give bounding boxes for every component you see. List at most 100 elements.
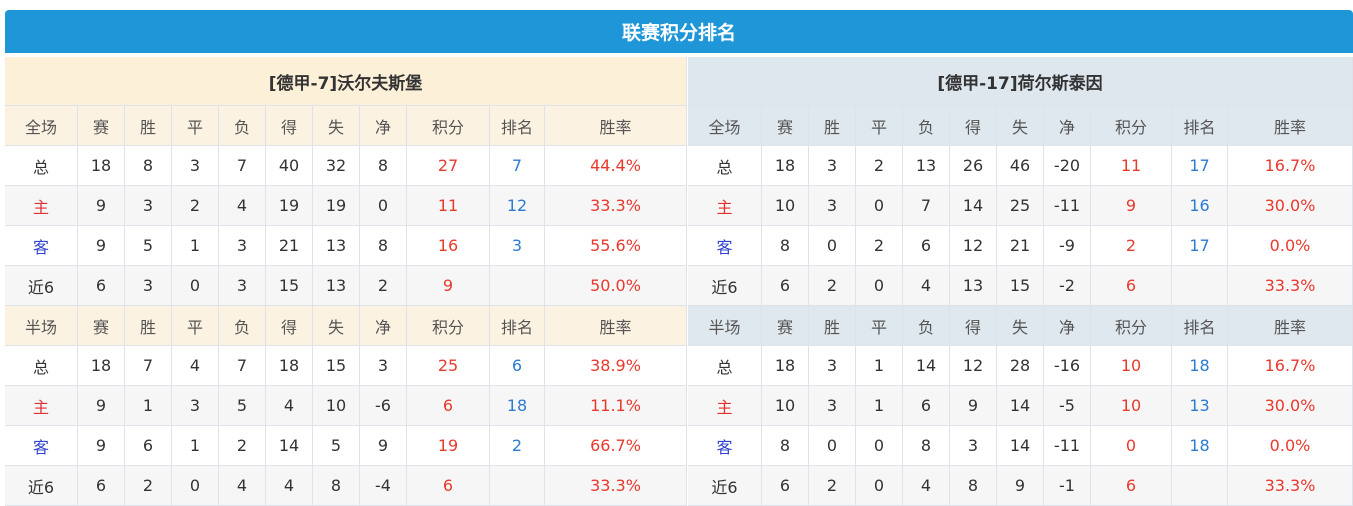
stat-cell: 7 <box>903 186 950 226</box>
stat-cell: 12 <box>950 346 997 386</box>
stat-cell: 4 <box>903 466 950 506</box>
column-header: 积分 <box>1091 306 1172 346</box>
column-header: 胜 <box>125 106 172 146</box>
column-header: 得 <box>950 106 997 146</box>
row-label: 客 <box>5 426 78 466</box>
stat-cell: 1 <box>125 386 172 426</box>
stat-cell: 3 <box>809 186 856 226</box>
stat-cell: 16 <box>407 226 490 266</box>
stat-cell: 8 <box>762 426 809 466</box>
stat-cell: 50.0% <box>545 266 687 306</box>
stat-cell: 8 <box>360 146 407 186</box>
stat-cell: 19 <box>407 426 490 466</box>
column-header: 胜率 <box>545 306 687 346</box>
stat-cell: 10 <box>313 386 360 426</box>
stat-cell: 3 <box>219 226 266 266</box>
stat-cell: -1 <box>1044 466 1091 506</box>
stat-cell: 19 <box>313 186 360 226</box>
stat-cell: 13 <box>1172 386 1228 426</box>
stat-cell: 2 <box>1091 226 1172 266</box>
row-label: 客 <box>5 226 78 266</box>
column-header: 胜率 <box>1228 306 1353 346</box>
stat-cell: 19 <box>266 186 313 226</box>
stat-cell: 0 <box>809 226 856 266</box>
column-header: 赛 <box>762 106 809 146</box>
stat-cell: 6 <box>903 226 950 266</box>
stat-cell: 2 <box>360 266 407 306</box>
column-header: 得 <box>266 306 313 346</box>
stat-cell: 9 <box>360 426 407 466</box>
stat-cell: 28 <box>997 346 1044 386</box>
stat-cell: -9 <box>1044 226 1091 266</box>
stat-cell: 3 <box>809 346 856 386</box>
stat-cell: 9 <box>1091 186 1172 226</box>
row-label: 主 <box>5 186 78 226</box>
stat-cell <box>490 266 545 306</box>
stat-cell: 10 <box>762 386 809 426</box>
column-header: 净 <box>360 306 407 346</box>
column-header: 平 <box>856 106 903 146</box>
stat-cell: 14 <box>997 386 1044 426</box>
stat-cell: -16 <box>1044 346 1091 386</box>
stat-cell: 18 <box>78 146 125 186</box>
stat-cell: 3 <box>125 266 172 306</box>
stat-cell <box>1172 466 1228 506</box>
stat-cell: 30.0% <box>1228 386 1353 426</box>
stat-cell: 7 <box>219 346 266 386</box>
stat-cell: 33.3% <box>545 186 687 226</box>
stat-cell: 32 <box>313 146 360 186</box>
row-label: 近6 <box>5 266 78 306</box>
column-header: 失 <box>313 106 360 146</box>
column-header: 半场 <box>688 306 762 346</box>
title-bar: 联赛积分排名 <box>5 10 1353 53</box>
stat-cell: 8 <box>950 466 997 506</box>
stat-cell: 6 <box>78 266 125 306</box>
stat-cell: 9 <box>997 466 1044 506</box>
stat-cell: 33.3% <box>1228 266 1353 306</box>
stat-cell: 14 <box>950 186 997 226</box>
stat-cell: 13 <box>950 266 997 306</box>
stat-cell: 3 <box>809 386 856 426</box>
stat-cell: 0 <box>856 466 903 506</box>
stat-cell: 12 <box>950 226 997 266</box>
stat-cell: -20 <box>1044 146 1091 186</box>
stat-cell: 2 <box>809 266 856 306</box>
column-header: 积分 <box>1091 106 1172 146</box>
stat-cell: 6 <box>490 346 545 386</box>
stat-cell: 18 <box>1172 426 1228 466</box>
column-header: 赛 <box>78 106 125 146</box>
stat-cell: 0 <box>809 426 856 466</box>
stat-cell: 1 <box>172 426 219 466</box>
row-label: 总 <box>5 346 78 386</box>
stat-cell: 4 <box>266 386 313 426</box>
stat-cell: 6 <box>407 466 490 506</box>
column-header: 排名 <box>490 106 545 146</box>
stat-cell: 21 <box>997 226 1044 266</box>
column-header: 胜 <box>809 106 856 146</box>
row-label: 近6 <box>688 466 762 506</box>
stat-cell: 0 <box>856 266 903 306</box>
stat-cell: 0 <box>172 466 219 506</box>
column-header: 赛 <box>78 306 125 346</box>
stat-cell: 9 <box>78 426 125 466</box>
stat-cell: 2 <box>125 466 172 506</box>
stat-cell: 4 <box>219 466 266 506</box>
column-header: 净 <box>1044 306 1091 346</box>
row-label: 近6 <box>5 466 78 506</box>
stat-cell: 6 <box>903 386 950 426</box>
column-header: 排名 <box>490 306 545 346</box>
row-label: 客 <box>688 426 762 466</box>
stat-cell: 4 <box>172 346 219 386</box>
column-header: 积分 <box>407 306 490 346</box>
stat-cell: 1 <box>856 386 903 426</box>
stat-cell: 16.7% <box>1228 346 1353 386</box>
stat-cell: 15 <box>266 266 313 306</box>
stat-cell: 6 <box>1091 466 1172 506</box>
stat-cell: -2 <box>1044 266 1091 306</box>
stat-cell: 9 <box>950 386 997 426</box>
stat-cell: 5 <box>219 386 266 426</box>
row-label: 总 <box>5 146 78 186</box>
stat-cell: 40 <box>266 146 313 186</box>
column-header: 净 <box>1044 106 1091 146</box>
